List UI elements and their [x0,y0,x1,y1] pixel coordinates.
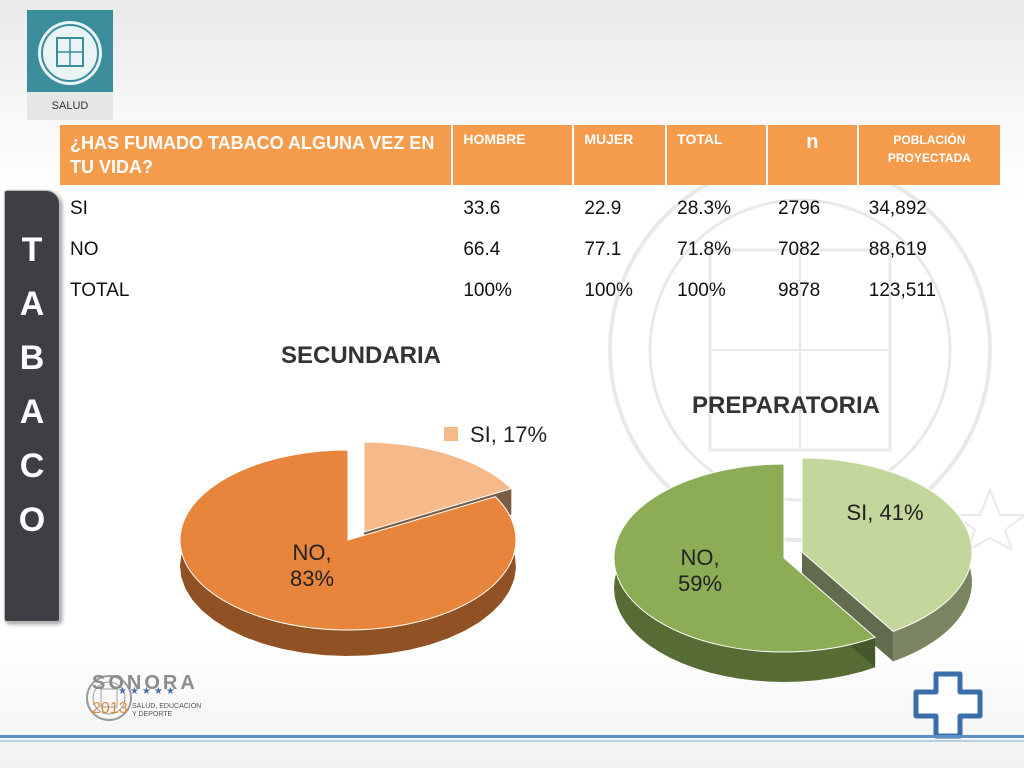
data-label: NO, 59% [678,545,722,596]
table-row: NO 66.4 77.1 71.8% 7082 88,619 [60,226,1000,267]
header-n: n [767,125,859,185]
pie-slice-side [614,464,876,682]
side-title-letter: T [21,231,43,269]
pie-slice-si [363,441,513,533]
cell-total: 28.3% [677,197,732,219]
side-title-letter: C [19,447,45,485]
stars-icon: ★★★★★ [118,686,178,697]
cell-hombre: 100% [463,279,512,301]
cell-n: 9878 [777,279,821,301]
header-hombre: HOMBRE [453,125,575,185]
table-row: SI 33.6 22.9 28.3% 2796 34,892 [60,185,1000,226]
header-mujer: MUJER [574,125,668,185]
data-label: NO, 83% [290,540,334,591]
pie-slice-no [613,463,877,653]
chart-title-secundaria: SECUNDARIA [281,342,442,369]
table-row: TOTAL 100% 100% 100% 9878 123,511 [60,267,1000,308]
cell-n: 2796 [777,197,821,219]
chart-title-preparatoria: PREPARATORIA [692,392,881,419]
side-title-letter: A [19,393,45,431]
footer-divider [0,735,1024,738]
side-title-letter: A [19,285,45,323]
row-label: NO [70,238,99,260]
pie-slice-si [801,457,973,632]
state-seal-icon [38,21,102,85]
sonora-seal-icon [86,675,132,721]
cell-hombre: 33.6 [463,197,501,219]
cell-mujer: 77.1 [584,238,622,260]
side-title-letter: O [18,501,46,539]
logo-label: SALUD [27,92,113,120]
cell-poblacion: 34,892 [868,197,927,219]
footer-tagline: SALUD, EDUCACIÓN Y DEPORTE [132,703,202,718]
cell-n: 7082 [777,238,821,260]
side-title-bar: T A B A C O [4,190,60,622]
header-question: ¿HAS FUMADO TABACO ALGUNA VEZ EN TU VIDA… [60,125,454,185]
health-cross-icon [913,671,983,739]
data-label: SI, 17% [470,422,547,447]
row-label: SI [70,197,88,219]
footer-year: 2013 [92,700,128,717]
row-label: TOTAL [70,279,130,301]
cell-poblacion: 88,619 [868,238,927,260]
legend-swatch [444,427,458,441]
cell-total: 71.8% [677,238,732,260]
cell-mujer: 100% [584,279,633,301]
cell-hombre: 66.4 [463,238,501,260]
data-label: SI, 41% [846,500,923,525]
cell-mujer: 22.9 [584,197,622,219]
cell-total: 100% [677,279,726,301]
pie-slice-no [179,449,517,631]
table-header-row: ¿HAS FUMADO TABACO ALGUNA VEZ EN TU VIDA… [60,125,1000,185]
header-poblacion: POBLACIÓN PROYECTADA [858,125,1000,185]
tobacco-table: ¿HAS FUMADO TABACO ALGUNA VEZ EN TU VIDA… [60,125,1000,308]
cell-poblacion: 123,511 [868,279,937,301]
salud-logo: SALUD [27,10,113,120]
header-total: TOTAL [667,125,768,185]
side-title-letter: B [19,339,45,377]
footer-brand: SONORA [92,672,198,694]
footer-divider-light [0,740,1024,742]
